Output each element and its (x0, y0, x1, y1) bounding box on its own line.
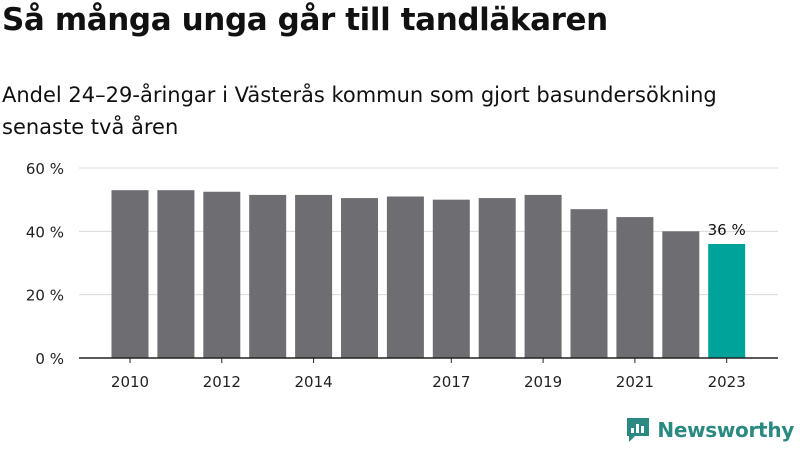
bar-2019 (524, 194, 562, 358)
x-tick-label: 2023 (708, 373, 746, 391)
x-tick-label: 2014 (295, 373, 333, 391)
y-tick-label: 0 % (35, 350, 64, 368)
chart-subtitle: Andel 24–29-åringar i Västerås kommun so… (2, 83, 717, 139)
bar-2023 (708, 244, 746, 358)
brand-name: Newsworthy (657, 418, 794, 442)
x-tick-label: 2010 (111, 373, 149, 391)
x-tick-label: 2012 (203, 373, 241, 391)
y-tick-label: 40 % (26, 223, 64, 241)
bar-2020 (570, 209, 608, 358)
x-tick-label: 2017 (432, 373, 470, 391)
data-label: 36 % (708, 221, 746, 239)
y-tick-label: 60 % (26, 160, 64, 178)
chart-title: Så många unga går till tandläkaren (2, 2, 608, 38)
bar-2015 (341, 198, 378, 358)
y-tick-label: 20 % (26, 287, 64, 305)
bar-2013 (249, 194, 287, 358)
bar-2016 (386, 196, 424, 358)
bar-2014 (295, 194, 333, 358)
x-tick-label: 2019 (524, 373, 562, 391)
bar-2012 (203, 191, 241, 358)
bar-2011 (157, 190, 195, 358)
x-tick-label: 2021 (616, 373, 654, 391)
newsworthy-logo-icon (627, 418, 650, 442)
bar-2022 (662, 231, 700, 358)
bar-2018 (478, 198, 516, 358)
bar-2010 (111, 190, 149, 358)
bar-2021 (616, 217, 654, 358)
brand-logo: Newsworthy (625, 416, 794, 444)
bar-2017 (432, 199, 470, 358)
